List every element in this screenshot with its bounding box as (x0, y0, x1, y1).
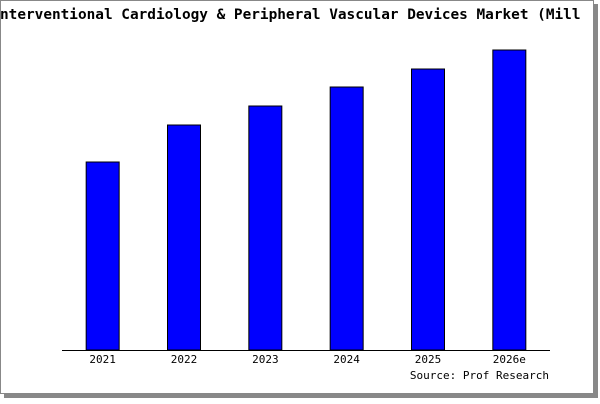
x-tick-label: 2022 (171, 353, 198, 366)
x-tick-label: 2024 (333, 353, 360, 366)
x-tick-label: 2026e (493, 353, 526, 366)
x-tick-label: 2023 (252, 353, 279, 366)
bar (411, 68, 445, 351)
plot-area (62, 45, 550, 350)
bar (492, 49, 527, 351)
bar (248, 105, 283, 351)
bar (329, 86, 364, 351)
bar (167, 124, 201, 351)
source-note: Source: Prof Research (410, 369, 549, 382)
chart-title: nterventional Cardiology & Peripheral Va… (0, 7, 580, 23)
x-tick-label: 2021 (89, 353, 116, 366)
x-tick-label: 2025 (415, 353, 442, 366)
bar (85, 161, 120, 351)
